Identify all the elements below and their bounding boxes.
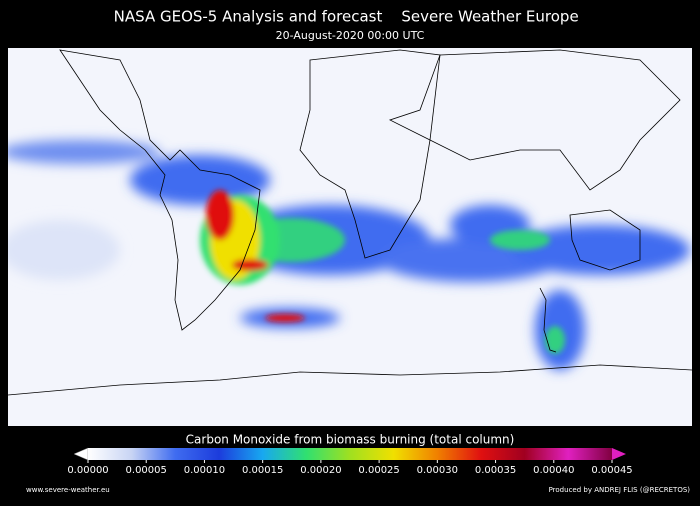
footer-right: Produced by ANDREJ FLIS (@RECRETOS) — [549, 486, 691, 494]
coastlines — [8, 49, 692, 396]
smoke-core — [200, 190, 565, 354]
colorbar-tick-label: 0.00010 — [184, 465, 225, 476]
title: NASA GEOS-5 Analysis and forecast — [114, 8, 383, 26]
smoke-plume — [8, 140, 690, 370]
colorbar-tick-label: 0.00000 — [67, 465, 108, 476]
colorbar-tick-label: 0.00045 — [591, 465, 632, 476]
colorbar-low-arrow — [73, 447, 89, 461]
colorbar: 0.00000 0.00005 0.00010 0.00015 0.00020 0.000… — [67, 447, 633, 476]
colorbar-tick-label: 0.00005 — [126, 465, 167, 476]
subtitle: 20-August-2020 00:00 UTC — [276, 29, 425, 42]
colorbar-tick-label: 0.00030 — [417, 465, 458, 476]
source: Severe Weather Europe — [401, 8, 578, 26]
colorbar-tick-label: 0.00015 — [242, 465, 283, 476]
colorbar-tick-label: 0.00020 — [300, 465, 341, 476]
colorbar-high-arrow — [612, 448, 626, 460]
colorbar-tick-label: 0.00025 — [358, 465, 399, 476]
colorbar-tick-label: 0.00035 — [475, 465, 516, 476]
colorbar-tick-label: 0.00040 — [533, 465, 574, 476]
map — [8, 48, 692, 426]
colorbar-label: Carbon Monoxide from biomass burning (to… — [186, 433, 515, 447]
colorbar-bar — [88, 448, 612, 460]
footer-left: www.severe-weather.eu — [26, 486, 110, 494]
